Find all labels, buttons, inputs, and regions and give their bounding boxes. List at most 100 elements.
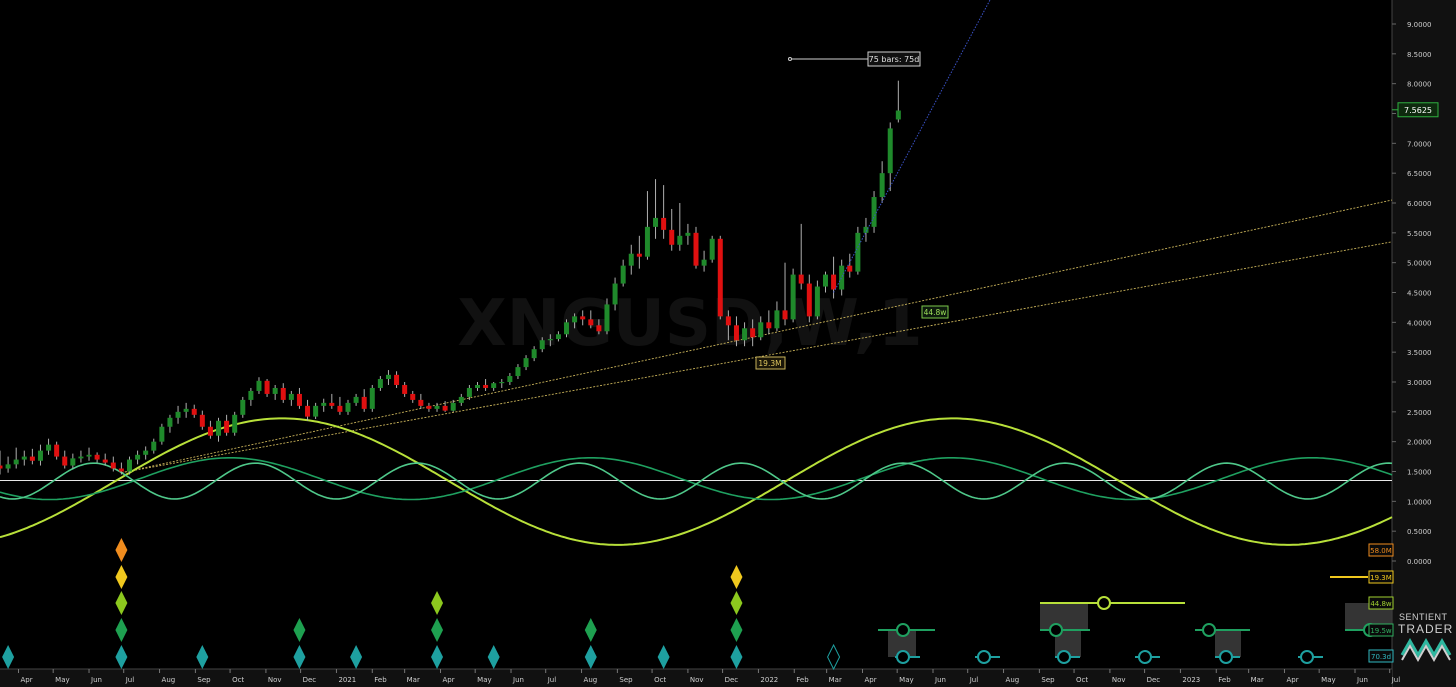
price-tick-label: 1.5000: [1407, 469, 1432, 477]
candle-body: [62, 456, 68, 466]
candle-body: [523, 358, 529, 368]
time-tick-label: Dec: [725, 676, 739, 684]
candle-body: [466, 387, 472, 397]
candle-body: [94, 454, 100, 460]
cycle-diamond-teal: [293, 645, 306, 669]
candle-body: [78, 456, 84, 459]
cycle-diamond-teal: [115, 645, 128, 669]
candle-body: [110, 462, 116, 469]
time-tick-label: Sep: [1041, 676, 1055, 684]
candle-body: [418, 399, 424, 406]
annotations: 7.5625 75 bars: 75d 44.8w 19.3M: [755, 51, 1439, 370]
price-tick-label: 5.0000: [1407, 260, 1432, 268]
cycle-diamond-green: [431, 618, 444, 642]
price-tick-label: 9.0000: [1407, 21, 1432, 29]
time-tick-label: Jun: [1356, 676, 1368, 684]
price-tick-label: 8.5000: [1407, 51, 1432, 59]
candle-body: [879, 173, 885, 198]
candle-body: [555, 334, 561, 340]
candle-body: [86, 454, 92, 457]
candle-body: [199, 414, 205, 427]
candle-body: [855, 232, 861, 272]
candle-body: [515, 367, 521, 377]
cycle-diamond-lime: [115, 591, 128, 615]
candle-body: [847, 265, 853, 272]
candle-body: [426, 405, 432, 409]
candle-body: [216, 420, 222, 436]
candle-body: [337, 405, 343, 412]
cycle-label: 19.5w: [1370, 627, 1392, 635]
candle-body: [345, 402, 351, 412]
cycle-waves: [0, 417, 1393, 546]
cycle-label: 44.8w: [1370, 600, 1392, 608]
candle-body: [572, 316, 578, 323]
time-tick-label: Nov: [1112, 676, 1126, 684]
time-tick-label: Jun: [90, 676, 102, 684]
candle-body: [13, 459, 19, 465]
time-tick-label: Apr: [1286, 676, 1298, 684]
cycle-diamond-teal: [657, 645, 670, 669]
candle-body: [774, 310, 780, 329]
candle-body: [288, 393, 294, 400]
time-tick-label: Aug: [584, 676, 598, 684]
candle-body: [377, 379, 383, 388]
projection-line: [833, 0, 991, 293]
bars-count-label: 75 bars: 75d: [869, 55, 920, 64]
candle-body: [547, 339, 553, 341]
candle-body: [313, 405, 319, 417]
candle-body: [442, 405, 448, 411]
candles: [0, 80, 901, 475]
time-tick-label: Nov: [690, 676, 704, 684]
price-tick-label: 4.5000: [1407, 290, 1432, 298]
candle-body: [410, 393, 416, 400]
trend-label-lower-box: [755, 356, 786, 370]
time-tick-label: Mar: [407, 676, 420, 684]
time-axis-ticks: Apr May Jun Jul Aug Sep Oct Nov Dec 2021 Feb Mar Apr…: [17, 669, 1400, 684]
cycle-diamond-teal: [196, 645, 209, 669]
cycle-diamond-lime: [431, 591, 444, 615]
time-tick-label: Oct: [1076, 676, 1088, 684]
candle-body: [450, 402, 456, 411]
candle-body: [685, 232, 691, 236]
projection-box: [1040, 603, 1088, 630]
time-tick-label: Feb: [374, 676, 387, 684]
candle-body: [871, 197, 877, 227]
candle-body: [580, 316, 586, 320]
candle-body: [612, 283, 618, 305]
time-tick-label: Sep: [619, 676, 633, 684]
projection-line-segment: [833, 0, 991, 293]
cycle-label: 70.3d: [1371, 653, 1391, 661]
candle-body: [661, 217, 667, 230]
short-cycle-marker-circle: [977, 650, 991, 664]
trend-label-upper-box: [921, 305, 949, 319]
time-axis-panel: [0, 669, 1392, 687]
candle-body: [305, 405, 311, 417]
candle-body: [264, 380, 270, 394]
candle-body: [361, 396, 367, 409]
candle-body: [733, 325, 739, 341]
candle-body: [717, 238, 723, 317]
short-cycle-marker-circle: [896, 650, 910, 664]
time-tick-label: May: [899, 676, 913, 684]
time-tick-label: Apr: [864, 676, 876, 684]
candle-body: [402, 384, 408, 394]
candle-body: [653, 217, 659, 227]
candle-body: [272, 387, 278, 394]
cycle-label-box: [1368, 596, 1394, 610]
time-tick-label: Apr: [20, 676, 32, 684]
candle-body: [46, 444, 52, 451]
candle-body: [806, 283, 812, 317]
cycle-diamond-teal: [431, 645, 444, 669]
time-tick-label: 2022: [760, 676, 778, 684]
candle-body: [701, 259, 707, 266]
candle-body: [709, 238, 715, 260]
candle-body: [240, 399, 246, 415]
time-tick-label: Oct: [232, 676, 244, 684]
short-cycle-marker-circle: [1300, 650, 1314, 664]
candle-body: [151, 441, 157, 451]
short-cycle-marker-circle: [1219, 650, 1233, 664]
price-tick-label: 0.5000: [1407, 528, 1432, 536]
time-tick-label: 2023: [1182, 676, 1200, 684]
candle-body: [248, 390, 254, 400]
mid-cycle-marker-circle: [1049, 623, 1063, 637]
